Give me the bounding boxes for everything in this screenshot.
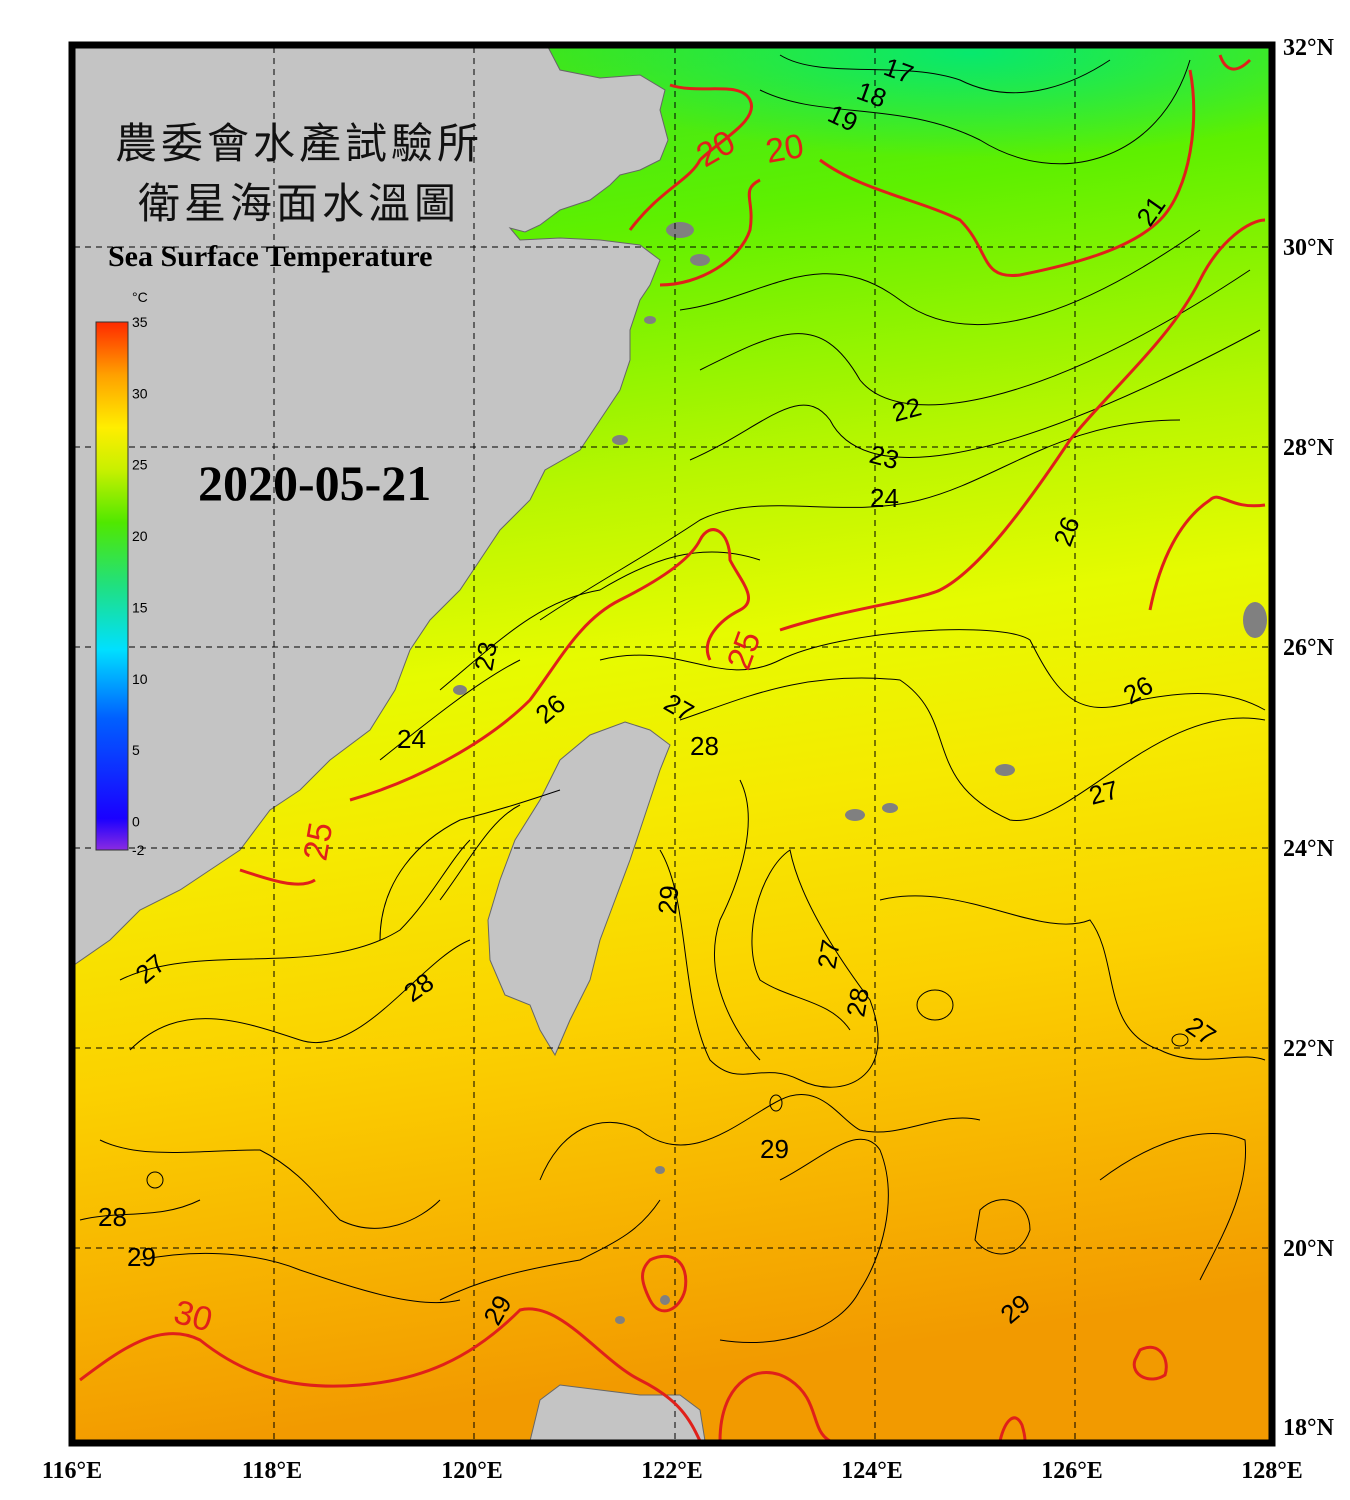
latitude-label: 30°N: [1283, 235, 1335, 261]
latitude-labels: 32°N 30°N 28°N 26°N 24°N 22°N 20°N 18°N: [1283, 35, 1335, 1441]
colorbar-tick-label: 35: [132, 314, 148, 330]
latitude-label: 20°N: [1283, 1236, 1335, 1262]
longitude-label: 124°E: [841, 1458, 903, 1484]
map-title-english: Sea Surface Temperature: [108, 240, 432, 273]
latitude-label: 26°N: [1283, 635, 1335, 661]
latitude-label: 22°N: [1283, 1036, 1335, 1062]
longitude-label: 118°E: [242, 1458, 302, 1484]
latitude-label: 32°N: [1283, 35, 1335, 61]
colorbar: [95, 321, 129, 851]
contour-label: 24: [870, 483, 899, 513]
contour-label: 28: [840, 985, 875, 1019]
colorbar-tick-label: 5: [132, 742, 140, 758]
contour-label: 24: [397, 724, 426, 754]
longitude-label: 128°E: [1241, 1458, 1303, 1484]
latitude-label: 18°N: [1283, 1415, 1335, 1441]
small-islands: [453, 222, 1267, 1324]
colorbar-unit: °C: [132, 289, 148, 305]
colorbar-tick-label: 25: [132, 457, 148, 473]
contour-label: 29: [652, 884, 684, 915]
map-frame: [68, 41, 1276, 1447]
contour-label: 28: [98, 1202, 127, 1232]
agency-title: 農委會水產試驗所: [115, 119, 483, 168]
contour-label: 27: [811, 937, 846, 971]
colorbar-tick-label: 20: [132, 528, 148, 544]
sea-surface: 17 18 19 21 22 23 24 23 24 26 27 28 26 2…: [74, 47, 1270, 1441]
contour-label-25: 25: [296, 820, 340, 864]
latitude-label: 28°N: [1283, 435, 1335, 461]
contour-label: 29: [760, 1134, 789, 1164]
map-date: 2020-05-21: [198, 455, 431, 511]
contour-label: 28: [690, 731, 719, 761]
contour-label: 23: [468, 639, 503, 673]
luzon-island: [529, 1384, 706, 1441]
longitude-label: 120°E: [441, 1458, 503, 1484]
isotherms-red: [79, 54, 1266, 1441]
latitude-label: 24°N: [1283, 836, 1335, 862]
contour-label: 29: [127, 1242, 156, 1272]
colorbar-tick-label: 15: [132, 599, 148, 615]
longitude-label: 122°E: [641, 1458, 703, 1484]
longitude-labels: 116°E 118°E 120°E 122°E 124°E 126°E 128°E: [42, 1458, 1303, 1484]
map-title-chinese: 衛星海面水溫圖: [138, 179, 460, 228]
colorbar-tick-label: 10: [132, 671, 148, 687]
contour-label-20: 20: [763, 127, 807, 171]
colorbar-tick-label: 30: [132, 385, 148, 401]
colorbar-legend: °C 35 30 25 20 15 10 5 0 -2: [95, 289, 148, 858]
mainland-china: [74, 47, 669, 966]
graticule: [74, 47, 1270, 1441]
longitude-label: 126°E: [1041, 1458, 1103, 1484]
isotherms-black: [79, 54, 1266, 1344]
colorbar-tick-label: -2: [132, 842, 145, 858]
longitude-label: 116°E: [42, 1458, 102, 1484]
taiwan-island: [487, 721, 671, 1057]
colorbar-tick-label: 0: [132, 813, 140, 829]
